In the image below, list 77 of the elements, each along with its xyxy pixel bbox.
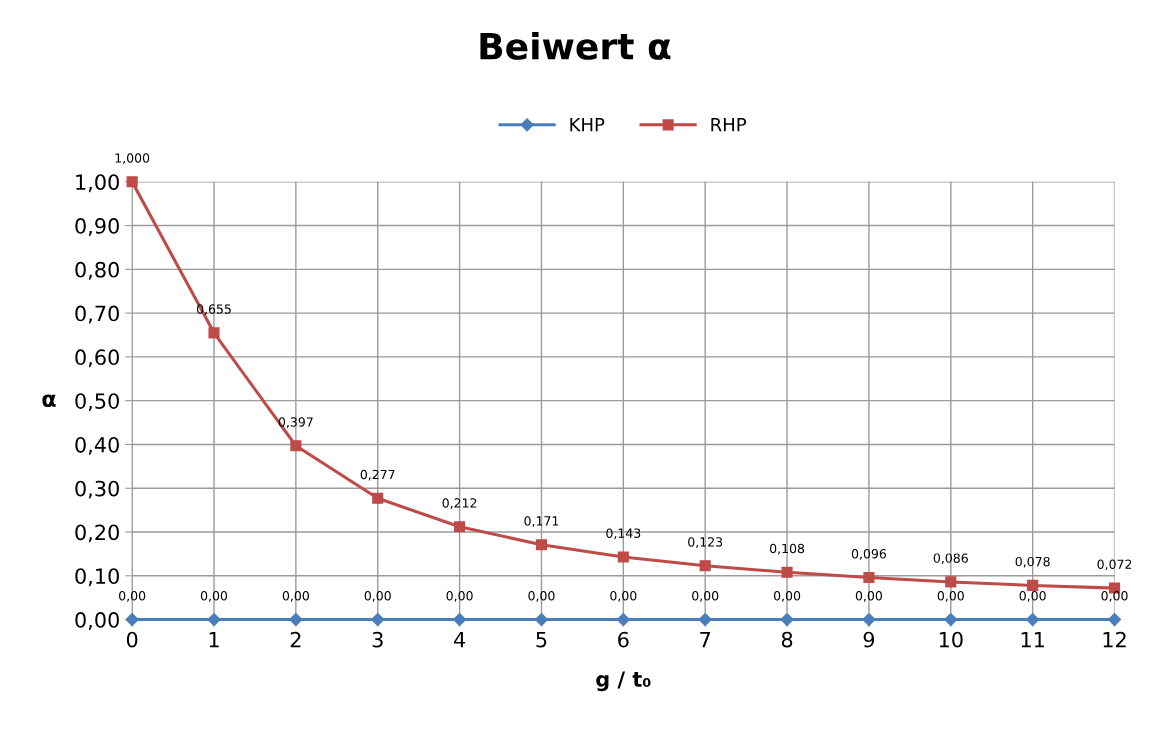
data-label: 0,00 <box>282 591 309 602</box>
data-label: 0,00 <box>364 591 391 602</box>
data-label: 0,212 <box>442 498 477 509</box>
data-label: 0,00 <box>855 591 883 602</box>
data-label: 0,00 <box>528 591 555 602</box>
point <box>945 576 957 588</box>
data-label: 0,00 <box>1019 591 1046 602</box>
point <box>371 612 385 627</box>
point <box>616 612 630 627</box>
point <box>862 612 876 627</box>
data-label: 1,000 <box>115 153 150 164</box>
legend-label: KHP <box>570 117 605 132</box>
y-tick-label: 1,00 <box>76 174 119 193</box>
data-label: 0,277 <box>360 469 395 481</box>
point <box>290 440 302 452</box>
x-tick-label: 11 <box>1021 632 1044 648</box>
y-tick-label: 0,30 <box>75 480 119 499</box>
x-tick-label: 8 <box>781 631 793 648</box>
data-label: 0,143 <box>606 528 641 540</box>
data-label: 0,00 <box>200 591 228 602</box>
x-axis-title: g / t₀ <box>596 671 651 692</box>
x-tick-label: 7 <box>700 632 711 648</box>
y-tick-label: 0,40 <box>75 436 119 455</box>
x-tick-label: 9 <box>863 631 875 648</box>
point <box>944 612 958 627</box>
legend-label: RHP <box>711 117 747 132</box>
point <box>534 612 549 627</box>
point <box>289 612 303 627</box>
y-tick-label: 0,10 <box>75 568 119 587</box>
x-tick-label: 0 <box>126 631 138 648</box>
y-tick-label: 0,60 <box>75 349 119 368</box>
chart-title: Beiwert α <box>480 31 671 60</box>
point <box>1107 612 1122 627</box>
point <box>453 612 467 627</box>
data-label: 0,078 <box>1015 556 1050 568</box>
point <box>208 327 220 339</box>
data-label: 0,072 <box>1097 559 1132 571</box>
y-tick-label: 0,70 <box>75 305 119 324</box>
x-tick-label: 10 <box>939 631 963 648</box>
data-label: 0,171 <box>524 516 559 527</box>
y-tick-label: 0,50 <box>75 393 119 412</box>
point <box>617 551 629 563</box>
point <box>781 566 793 578</box>
x-tick-label: 3 <box>372 631 383 648</box>
data-label: 0,00 <box>692 591 719 602</box>
y-tick-label: 0,80 <box>75 261 119 280</box>
point <box>1027 579 1039 591</box>
data-label: 0,00 <box>937 591 964 602</box>
point <box>207 612 221 627</box>
data-label: 0,00 <box>1101 591 1128 602</box>
point <box>535 539 548 551</box>
data-label: 0,086 <box>933 553 968 565</box>
x-tick-label: 2 <box>290 631 301 648</box>
point <box>698 612 712 627</box>
y-axis-title: α <box>42 394 56 408</box>
data-label: 0,123 <box>688 537 723 548</box>
x-tick-label: 5 <box>536 632 547 648</box>
data-label: 0,096 <box>851 549 887 560</box>
data-label: 0,00 <box>610 591 637 602</box>
x-tick-label: 6 <box>618 631 629 648</box>
data-label: 0,00 <box>119 591 146 602</box>
point <box>1026 612 1040 627</box>
y-tick-label: 0,20 <box>75 524 119 543</box>
y-tick-label: 0,00 <box>75 612 119 630</box>
point <box>454 521 466 533</box>
point <box>780 612 794 627</box>
y-tick-label: 0,90 <box>75 218 119 236</box>
point <box>125 612 139 627</box>
point <box>863 571 875 584</box>
point <box>699 560 711 572</box>
x-tick-label: 4 <box>453 632 466 648</box>
x-tick-label: 1 <box>209 632 219 648</box>
data-label: 0,108 <box>770 543 805 555</box>
data-label: 0,00 <box>773 591 801 602</box>
point <box>372 492 384 504</box>
data-label: 0,00 <box>446 591 473 602</box>
x-tick-label: 12 <box>1103 631 1126 648</box>
